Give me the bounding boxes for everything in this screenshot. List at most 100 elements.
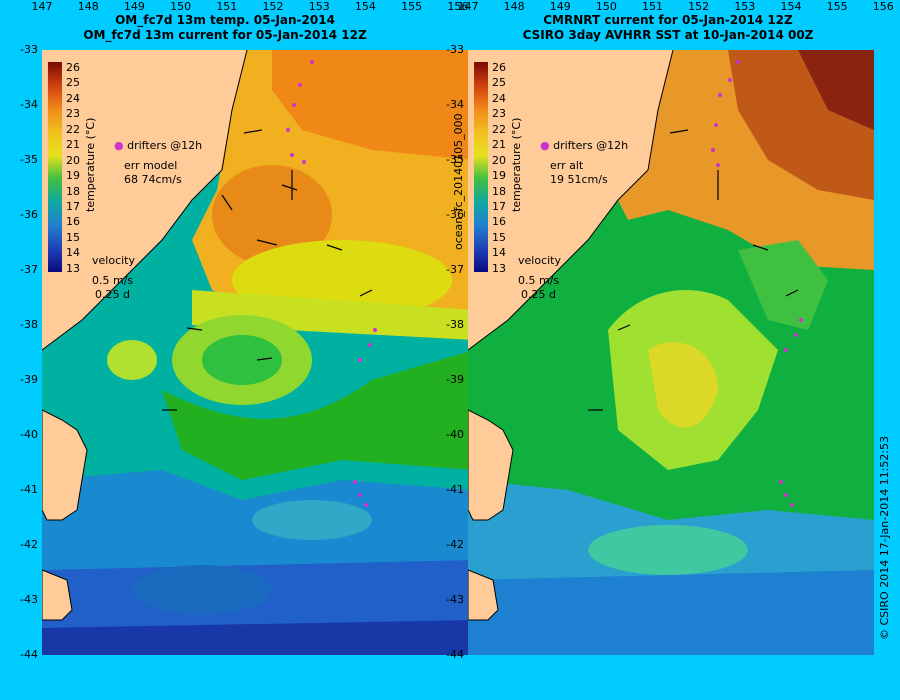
colorbar-tick-label: 24 [66, 91, 80, 105]
colorbar-tick-label: 23 [492, 107, 506, 121]
left-map-panel[interactable] [42, 50, 474, 655]
left-err-label: err model [124, 159, 178, 172]
right-velocity-scale: 0.5 m/s [518, 274, 560, 287]
right-colorbar-title: temperature (°C) [510, 117, 523, 212]
colorbar-tick-label: 22 [492, 122, 506, 136]
lat-tick-label: -42 [446, 538, 464, 551]
lon-tick-label: 147 [457, 0, 479, 13]
colorbar-tick-label: 23 [66, 107, 80, 121]
lat-tick-label: -37 [446, 263, 464, 276]
right-panel-title: CMRNRT current for 05-Jan-2014 12Z CSIRO… [448, 13, 888, 43]
lat-tick-label: -38 [20, 318, 38, 331]
lon-tick-label: 149 [549, 0, 571, 13]
lon-tick-label: 151 [642, 0, 664, 13]
left-velocity-time: 0.25 d [95, 288, 130, 301]
colorbar-tick-label: 20 [66, 153, 80, 167]
lat-tick-label: -33 [446, 43, 464, 56]
left-title-line1: OM_fc7d 13m temp. 05-Jan-2014 [115, 13, 335, 27]
right-velocity-time: 0.25 d [521, 288, 556, 301]
colorbar-tick-label: 26 [66, 61, 80, 74]
lon-tick-label: 150 [595, 0, 617, 13]
lat-tick-label: -44 [20, 648, 38, 661]
lat-tick-label: -41 [20, 483, 38, 496]
lon-tick-label: 149 [123, 0, 145, 13]
colorbar-tick-label: 18 [492, 184, 506, 198]
colorbar-tick-label: 24 [492, 91, 506, 105]
left-velocity-label: velocity [92, 254, 135, 267]
left-err-value: 68 74cm/s [124, 173, 182, 186]
lat-tick-label: -33 [20, 43, 38, 56]
lon-tick-label: 152 [688, 0, 710, 13]
right-sst-map [468, 50, 874, 655]
colorbar-tick-label: 16 [492, 215, 506, 229]
lat-tick-label: -43 [20, 593, 38, 606]
lat-tick-label: -43 [446, 593, 464, 606]
colorbar-tick-label: 21 [66, 138, 80, 152]
lat-tick-label: -39 [446, 373, 464, 386]
colorbar-tick-label: 20 [492, 153, 506, 167]
right-title-line1: CMRNRT current for 05-Jan-2014 12Z [543, 13, 793, 27]
colorbar-tick-label: 21 [492, 138, 506, 152]
lon-tick-label: 156 [872, 0, 894, 13]
drifter-marker-icon: ● [540, 139, 550, 152]
lat-tick-label: -37 [20, 263, 38, 276]
lon-tick-label: 155 [401, 0, 423, 13]
lat-tick-label: -42 [20, 538, 38, 551]
lat-tick-label: -44 [446, 648, 464, 661]
colorbar-tick-label: 15 [492, 230, 506, 244]
left-drifters-text: drifters @12h [127, 139, 203, 152]
lon-tick-label: 151 [216, 0, 238, 13]
colorbar-tick-label: 14 [66, 246, 80, 260]
run-id-label: ocean_fc_20140105_000 [452, 113, 465, 250]
lat-tick-label: -39 [20, 373, 38, 386]
lat-tick-label: -40 [20, 428, 38, 441]
lon-tick-label: 154 [354, 0, 376, 13]
lon-tick-label: 155 [826, 0, 848, 13]
lon-tick-label: 152 [262, 0, 284, 13]
lat-tick-label: -36 [20, 208, 38, 221]
left-sst-map [42, 50, 474, 655]
lon-tick-label: 154 [780, 0, 802, 13]
colorbar-tick-label: 16 [66, 215, 80, 229]
right-title-line2: CSIRO 3day AVHRR SST at 10-Jan-2014 00Z [522, 28, 814, 42]
left-title-line2: OM_fc7d 13m current for 05-Jan-2014 12Z [83, 28, 367, 42]
right-err-label: err alt [550, 159, 584, 172]
lon-tick-label: 150 [170, 0, 192, 13]
lon-tick-label: 153 [734, 0, 756, 13]
colorbar-tick-label: 25 [492, 76, 506, 90]
lat-tick-label: -40 [446, 428, 464, 441]
colorbar-tick-label: 19 [66, 169, 80, 183]
colorbar-tick-label: 22 [66, 122, 80, 136]
right-velocity-label: velocity [518, 254, 561, 267]
colorbar-tick-label: 25 [66, 76, 80, 90]
colorbar-tick-label: 17 [492, 199, 506, 213]
left-colorbar [48, 62, 62, 272]
drifter-marker-icon: ● [114, 139, 124, 152]
colorbar-tick-label: 13 [66, 261, 80, 275]
left-velocity-scale: 0.5 m/s [92, 274, 134, 287]
lon-tick-label: 156 [447, 0, 469, 13]
colorbar-tick-label: 19 [492, 169, 506, 183]
left-drifters-legend: ● drifters @12h [114, 139, 202, 152]
right-colorbar [474, 62, 488, 272]
lat-tick-label: -36 [446, 208, 464, 221]
lat-tick-label: -38 [446, 318, 464, 331]
lat-tick-label: -34 [20, 98, 38, 111]
left-colorbar-title: temperature (°C) [84, 117, 97, 212]
right-err-value: 19 51cm/s [550, 173, 608, 186]
right-map-panel[interactable] [468, 50, 874, 655]
left-panel-title: OM_fc7d 13m temp. 05-Jan-2014 OM_fc7d 13… [5, 13, 445, 43]
right-drifters-legend: ● drifters @12h [540, 139, 628, 152]
lon-tick-label: 148 [77, 0, 99, 13]
lat-tick-label: -35 [446, 153, 464, 166]
colorbar-tick-label: 17 [66, 199, 80, 213]
colorbar-tick-label: 13 [492, 261, 506, 275]
lat-tick-label: -35 [20, 153, 38, 166]
colorbar-tick-label: 26 [492, 61, 506, 74]
copyright-label: © CSIRO 2014 17-Jan-2014 11:52:53 [878, 435, 891, 640]
colorbar-tick-label: 15 [66, 230, 80, 244]
lon-tick-label: 148 [503, 0, 525, 13]
right-drifters-text: drifters @12h [553, 139, 629, 152]
colorbar-tick-label: 14 [492, 246, 506, 260]
